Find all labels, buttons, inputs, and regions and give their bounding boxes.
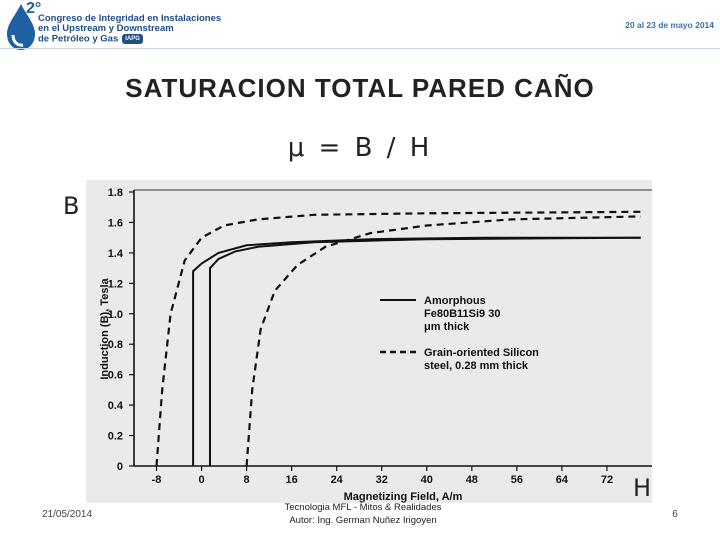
header-divider [0, 48, 720, 49]
amorphous-curve [192, 236, 641, 466]
permeability-formula: μ = B / H [287, 133, 433, 163]
y-tick-label: 0.2 [108, 431, 123, 443]
b-axis-label: B [63, 192, 80, 220]
y-tick-label: 1.4 [108, 248, 124, 260]
x-tick-label: 72 [601, 474, 613, 486]
y-tick-label: 1.8 [108, 187, 123, 199]
footer-date: 21/05/2014 [42, 509, 93, 520]
x-tick-label: 8 [244, 474, 250, 486]
conference-line: en el Upstream y Downstream [38, 23, 174, 34]
x-tick-label: -8 [152, 474, 162, 486]
footer-credits: Tecnologia MFL - Mitos & Realidades Auto… [248, 501, 478, 527]
x-tick-label: 0 [199, 474, 205, 486]
y-tick-label: 1.6 [108, 217, 123, 229]
conference-line-text: de Petróleo y Gas [38, 33, 119, 45]
footer-author: Autor: Ing. German Nuñez Irigoyen [289, 515, 437, 526]
x-tick-label: 40 [421, 474, 433, 486]
h-axis-label: H [633, 474, 652, 502]
x-tick-label: 16 [286, 474, 298, 486]
conference-line: Congreso de Integridad en Instalaciones [38, 13, 222, 24]
legend-label-amorphous: Amorphous Fe80B11Si9 30 μm thick [424, 295, 500, 333]
conference-title: Congreso de Integridad en Instalaciones … [38, 14, 228, 45]
amorphous-curve [209, 236, 641, 466]
y-axis-label: Induction (B), Tesla [99, 278, 111, 380]
y-tick-label: 0.8 [108, 339, 123, 351]
slide-title: SATURACION TOTAL PARED CAÑO [125, 73, 595, 103]
conference-line: de Petróleo y Gas IAPG [38, 34, 228, 45]
x-tick-label: 24 [331, 474, 344, 486]
water-drop-logo-icon [7, 4, 35, 50]
legend-label-silicon: Grain-oriented Silicon steel, 0.28 mm thi… [424, 347, 539, 372]
x-tick-label: 32 [376, 474, 388, 486]
y-tick-label: 0.4 [108, 400, 124, 412]
y-tick-label: 1.2 [108, 278, 123, 290]
footer-topic: Tecnologia MFL - Mitos & Realidades [284, 502, 442, 513]
page-number: 6 [672, 509, 678, 520]
x-tick-label: 56 [511, 474, 523, 486]
slide-header: 2° Congreso de Integridad en Instalacion… [0, 0, 720, 56]
silicon-steel-curve [245, 215, 641, 467]
conference-dates: 20 al 23 de mayo 2014 [625, 20, 714, 30]
silicon-steel-curve [155, 210, 641, 467]
x-axis-label: Magnetizing Field, A/m [344, 491, 463, 503]
iapg-badge: IAPG [122, 34, 143, 44]
logo-number: 2° [26, 0, 42, 17]
y-tick-label: 1.0 [108, 309, 123, 321]
x-tick-label: 64 [556, 474, 569, 486]
x-tick-label: 48 [466, 474, 478, 486]
y-tick-label: 0.6 [108, 370, 123, 382]
y-tick-label: 0 [117, 461, 123, 473]
